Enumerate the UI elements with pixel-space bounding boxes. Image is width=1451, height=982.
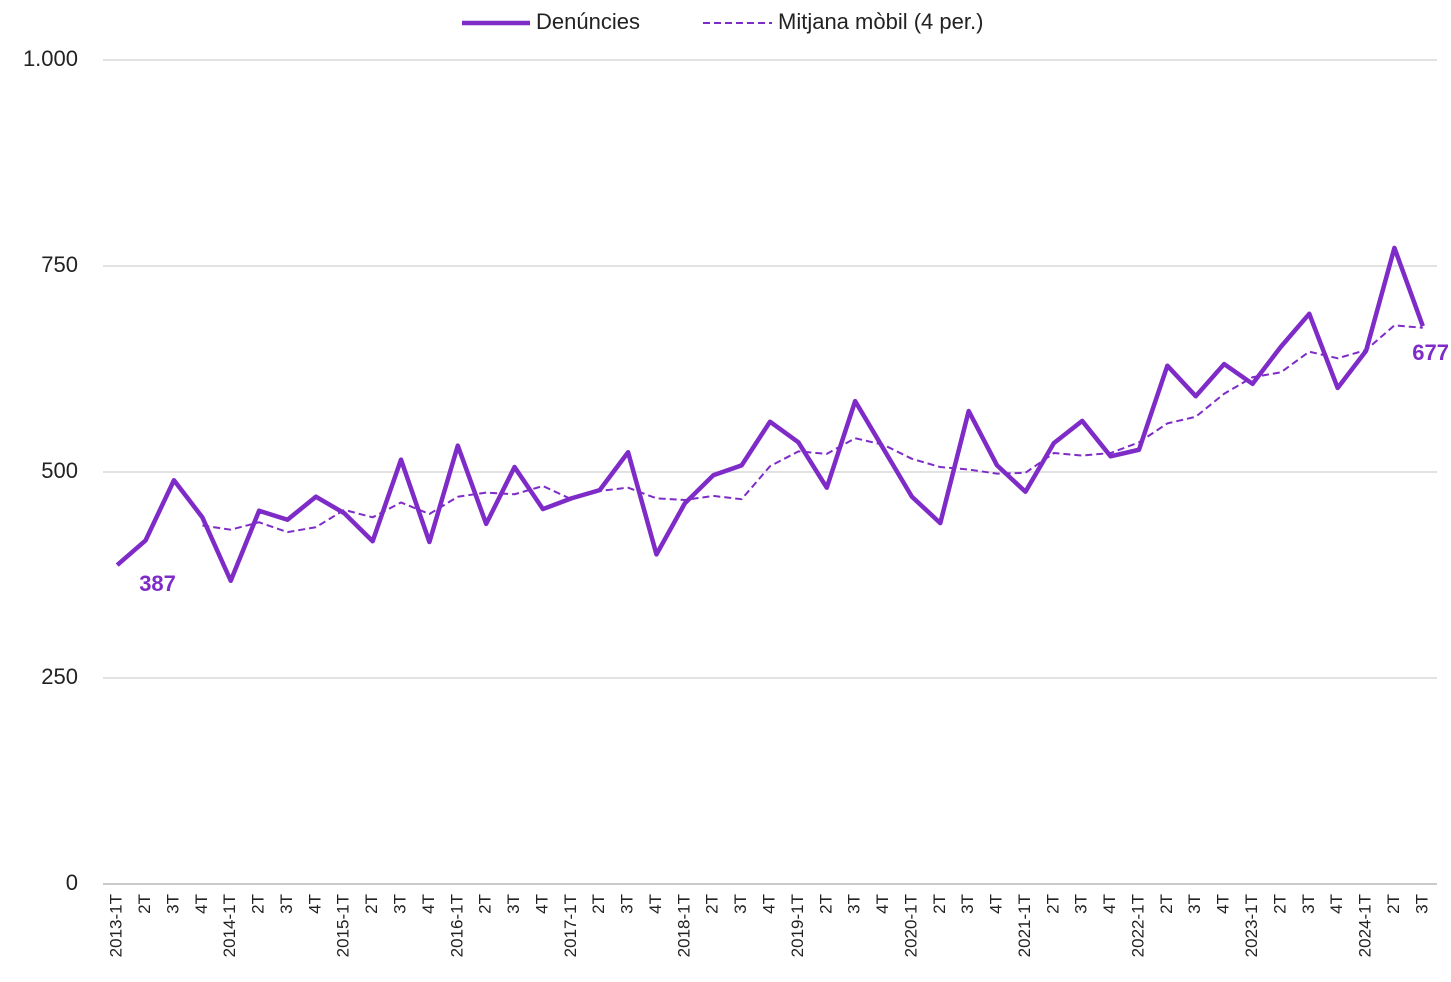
x-tick-label: 4T — [192, 894, 211, 914]
y-tick-label: 1.000 — [23, 46, 78, 71]
x-tick-label: 2019-1T — [788, 894, 807, 957]
x-tick-label: 4T — [305, 894, 324, 914]
x-tick-label: 2017-1T — [561, 894, 580, 957]
x-tick-label: 4T — [1214, 894, 1233, 914]
x-tick-label: 4T — [987, 894, 1006, 914]
x-tick-label: 4T — [1327, 894, 1346, 914]
x-tick-label: 2023-1T — [1242, 894, 1261, 957]
legend-label: Mitjana mòbil (4 per.) — [778, 9, 983, 34]
x-tick-label: 2T — [135, 894, 154, 914]
x-tick-label: 2T — [930, 894, 949, 914]
y-tick-label: 750 — [41, 252, 78, 277]
x-tick-label: 3T — [1299, 894, 1318, 914]
x-tick-label: 2T — [1384, 894, 1403, 914]
x-tick-label: 2024-1T — [1356, 894, 1375, 957]
legend-label: Denúncies — [536, 9, 640, 34]
x-tick-label: 3T — [1412, 894, 1431, 914]
y-tick-label: 250 — [41, 664, 78, 689]
x-tick-label: 2T — [362, 894, 381, 914]
x-tick-label: 3T — [731, 894, 750, 914]
x-tick-label: 3T — [163, 894, 182, 914]
x-tick-label: 2T — [1157, 894, 1176, 914]
x-tick-label: 4T — [1100, 894, 1119, 914]
y-tick-label: 500 — [41, 458, 78, 483]
x-tick-label: 4T — [646, 894, 665, 914]
x-tick-label: 3T — [1072, 894, 1091, 914]
x-tick-label: 3T — [504, 894, 523, 914]
x-tick-label: 3T — [277, 894, 296, 914]
x-tick-label: 2T — [476, 894, 495, 914]
x-tick-label: 2013-1T — [107, 894, 126, 957]
x-tick-label: 2T — [816, 894, 835, 914]
x-tick-label: 2022-1T — [1128, 894, 1147, 957]
x-tick-label: 2020-1T — [901, 894, 920, 957]
series-line — [202, 324, 1423, 534]
x-tick-label: 2T — [249, 894, 268, 914]
x-tick-label: 4T — [419, 894, 438, 914]
data-label: 677 — [1412, 340, 1449, 365]
x-tick-label: 2016-1T — [447, 894, 466, 957]
x-tick-label: 3T — [618, 894, 637, 914]
series-line — [115, 245, 1425, 584]
x-tick-label: 3T — [845, 894, 864, 914]
x-tick-label: 2T — [1270, 894, 1289, 914]
x-tick-label: 2T — [589, 894, 608, 914]
x-tick-label: 2015-1T — [334, 894, 353, 957]
y-tick-label: 0 — [66, 870, 78, 895]
x-tick-label: 4T — [873, 894, 892, 914]
x-tick-label: 4T — [532, 894, 551, 914]
x-tick-label: 2021-1T — [1015, 894, 1034, 957]
x-tick-label: 2018-1T — [674, 894, 693, 957]
x-tick-label: 2T — [703, 894, 722, 914]
x-tick-label: 2T — [1043, 894, 1062, 914]
legend: Denúncies Mitjana mòbil (4 per.) — [462, 9, 983, 34]
x-tick-label: 3T — [1185, 894, 1204, 914]
x-tick-label: 3T — [958, 894, 977, 914]
x-tick-label: 2014-1T — [220, 894, 239, 957]
data-label: 387 — [139, 571, 176, 596]
x-tick-label: 3T — [391, 894, 410, 914]
x-tick-label: 4T — [759, 894, 778, 914]
